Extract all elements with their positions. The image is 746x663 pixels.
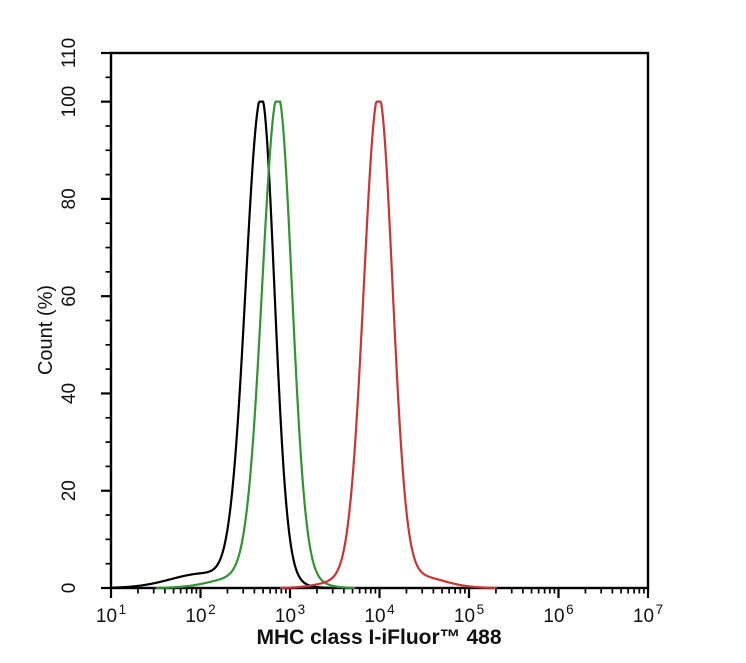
x-tick-label: 10 3 — [275, 602, 305, 627]
y-tick-label: 80 — [59, 188, 80, 209]
y-tick-label: 100 — [59, 86, 80, 118]
y-tick-label: 60 — [59, 286, 80, 307]
curve-green-histogram — [155, 100, 356, 589]
x-tick-label: 10 5 — [454, 602, 484, 627]
x-axis-ticks — [109, 588, 650, 598]
y-axis-title: Count (%) — [35, 285, 57, 375]
curve-red-histogram — [279, 100, 497, 589]
y-axis-ticks — [101, 51, 111, 590]
x-tick-label: 10 7 — [633, 602, 663, 627]
y-axis-tick-labels: 0 20 40 60 80 100 110 — [59, 38, 80, 593]
x-axis-title: MHC class I-iFluor™ 488 — [256, 626, 501, 649]
x-tick-label: 10 2 — [185, 602, 215, 627]
plot-frame — [109, 51, 650, 590]
y-tick-label: 40 — [59, 383, 80, 404]
y-tick-label: 20 — [59, 480, 80, 501]
x-tick-label: 10 4 — [364, 602, 395, 627]
x-tick-label: 10 1 — [96, 602, 126, 627]
x-axis-tick-labels: 10 1 10 2 10 3 10 4 10 5 10 6 10 7 — [96, 602, 663, 627]
curve-black-histogram — [109, 100, 332, 589]
y-tick-label: 0 — [59, 583, 80, 594]
x-tick-label: 10 6 — [543, 602, 573, 627]
y-tick-label: 110 — [59, 38, 80, 68]
